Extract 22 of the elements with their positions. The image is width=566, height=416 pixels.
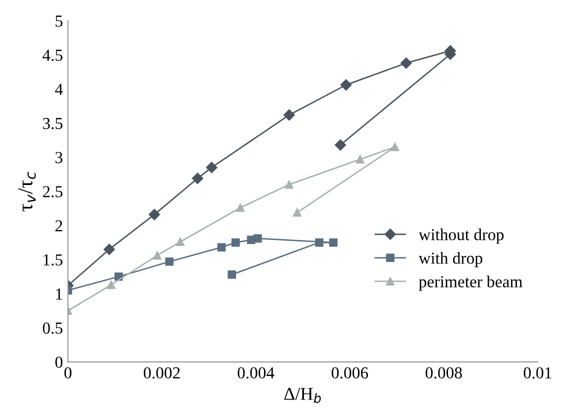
y-tick-label: 2.5 [42, 186, 62, 198]
y-tick-label: 0.5 [42, 322, 62, 334]
y-tick-label: 4.5 [42, 50, 62, 61]
y-tick-label: 1 [56, 288, 62, 300]
legend-label: without drop [418, 228, 504, 244]
y-tick-label: 4 [55, 84, 63, 95]
x-tick-label: 0.008 [426, 367, 462, 379]
x-tick-label: 0 [64, 367, 72, 379]
x-axis-title: Δ/H$_{b}$ [284, 388, 321, 403]
y-tick-label: 1.5 [44, 254, 62, 266]
x-tick-label: 0.006 [332, 367, 368, 379]
legend-label: with drop [418, 252, 482, 268]
x-tick-label: 0.004 [238, 367, 274, 379]
y-tick-label: 2 [55, 220, 62, 232]
y-tick-label: 0 [55, 356, 62, 368]
x-tick-label: 0.01 [524, 367, 552, 379]
legend-label: perimeter beam [418, 276, 522, 291]
y-tick-label: 5 [56, 16, 62, 27]
y-tick-label: 3.5 [43, 118, 62, 130]
y-tick-label: 3 [56, 152, 62, 164]
y-axis-title: τ$_{v}$/τ$_{c}$ [18, 172, 36, 212]
x-tick-label: 0.002 [144, 367, 180, 379]
